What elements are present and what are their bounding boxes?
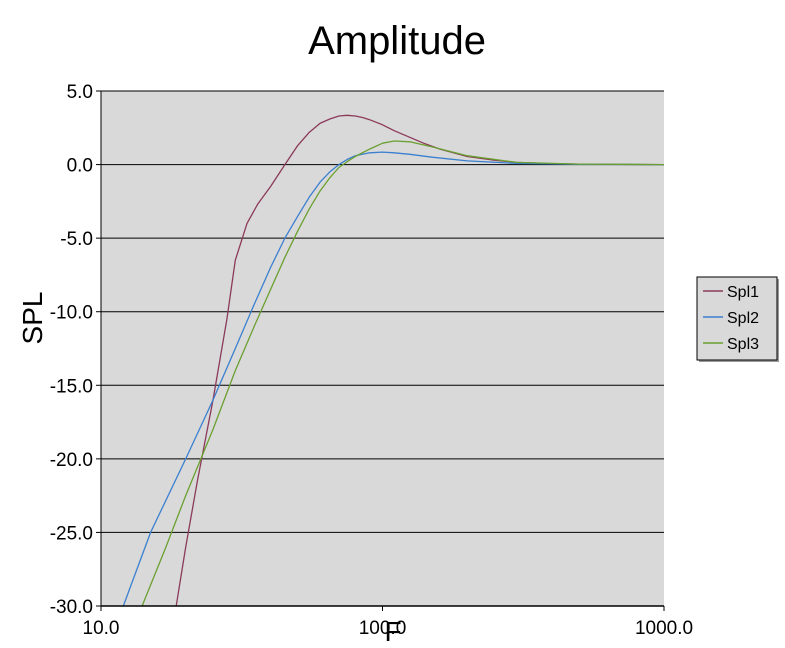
legend: Spl1 Spl2 Spl3 bbox=[696, 276, 779, 362]
legend-entry-spl1: Spl1 bbox=[727, 284, 759, 301]
y-tick-label: -10.0 bbox=[50, 303, 93, 324]
y-axis-ticks: 5.0 0.0 -5.0 -10.0 -15.0 -20.0 -25.0 -30.0 bbox=[50, 82, 101, 618]
legend-entry-spl3: Spl3 bbox=[727, 336, 759, 353]
series-line-spl3 bbox=[141, 140, 664, 606]
y-tick-label: 5.0 bbox=[67, 82, 93, 103]
y-tick-label: -5.0 bbox=[60, 229, 93, 250]
gridlines bbox=[101, 90, 664, 533]
plot-area bbox=[101, 91, 664, 606]
chart-title: Amplitude bbox=[308, 19, 486, 63]
series-line-spl1 bbox=[175, 114, 664, 606]
x-axis-label: F bbox=[384, 616, 401, 647]
legend-entry-spl2: Spl2 bbox=[727, 310, 759, 327]
y-tick-label: 0.0 bbox=[67, 156, 93, 177]
x-tick-label: 100.0 bbox=[359, 618, 407, 639]
series-line-spl2 bbox=[122, 151, 664, 606]
y-tick-label: -25.0 bbox=[50, 523, 93, 544]
y-axis-label: SPL bbox=[17, 292, 48, 345]
y-tick-label: -15.0 bbox=[50, 376, 93, 397]
x-tick-label: 1000.0 bbox=[635, 618, 693, 639]
x-axis-ticks: 10.0 100.0 1000.0 bbox=[83, 606, 693, 639]
x-tick-label: 10.0 bbox=[83, 618, 120, 639]
y-tick-label: -30.0 bbox=[50, 597, 93, 618]
y-tick-label: -20.0 bbox=[50, 450, 93, 471]
series-lines bbox=[122, 114, 664, 606]
